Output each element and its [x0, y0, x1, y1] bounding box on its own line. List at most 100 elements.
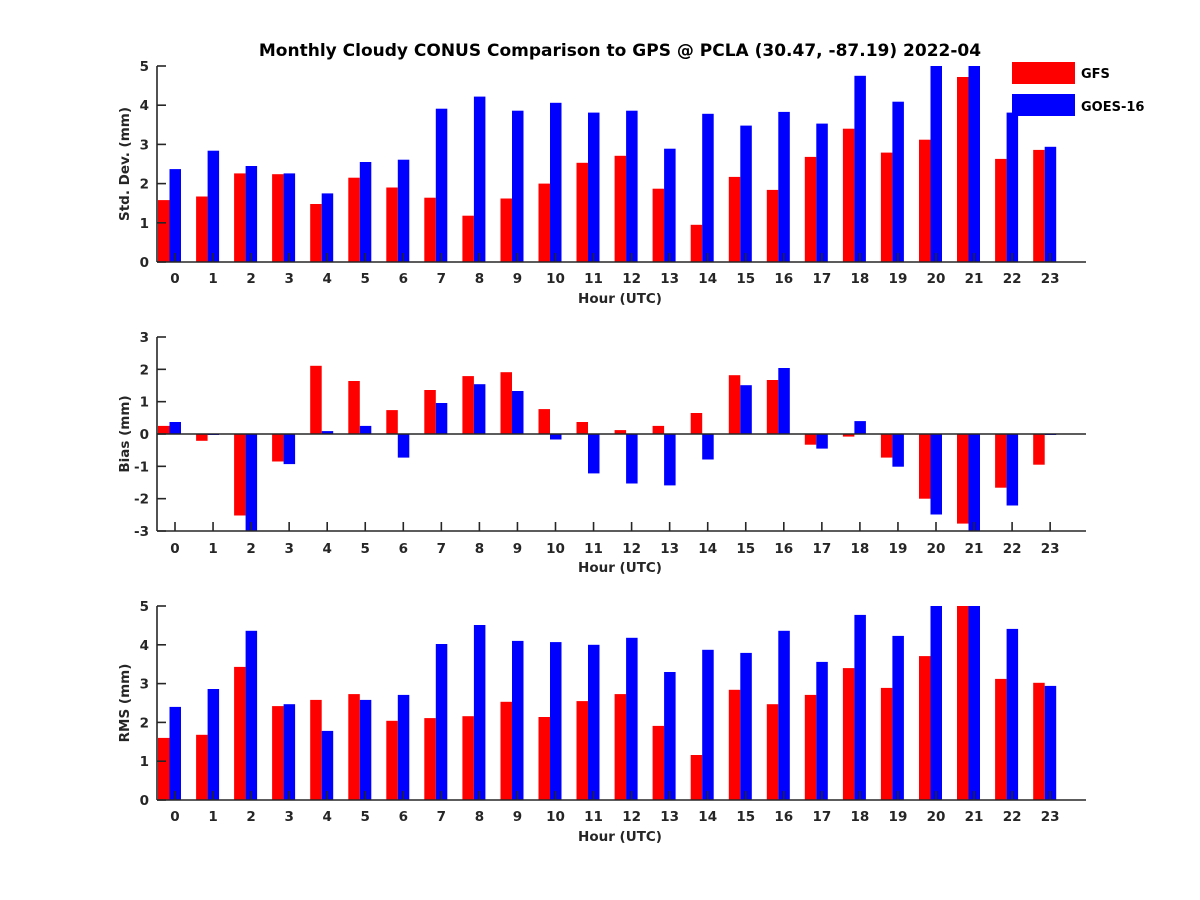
x-tick-label-rms: 17: [812, 809, 831, 825]
x-tick-label-bias: 5: [361, 541, 370, 557]
bars-bias: [158, 365, 1057, 531]
bar-bias-goes16-hour-19: [892, 434, 904, 467]
bar-stddev-gfs-hour-21: [957, 77, 969, 262]
bar-stddev-goes16-hour-14: [702, 113, 714, 262]
bar-stddev-gfs-hour-6: [386, 187, 398, 262]
y-tick-label-stddev: 1: [140, 216, 149, 232]
bar-stddev-goes16-hour-23: [1044, 146, 1057, 262]
bar-rms-goes16-hour-4: [321, 730, 334, 800]
x-tick-label-stddev: 4: [322, 271, 331, 287]
bar-stddev-goes16-hour-5: [359, 162, 372, 262]
y-tick-label-stddev: 0: [140, 255, 149, 271]
bar-rms-gfs-hour-21: [957, 606, 969, 800]
x-tick-label-bias: 16: [774, 541, 793, 557]
x-tick-label-stddev: 19: [889, 271, 908, 287]
bar-rms-goes16-hour-0: [169, 706, 181, 800]
bar-rms-gfs-hour-23: [1033, 682, 1045, 800]
x-tick-label-bias: 2: [246, 541, 255, 557]
x-tick-label-rms: 13: [660, 809, 679, 825]
x-tick-label-stddev: 6: [399, 271, 408, 287]
x-tick-label-stddev: 22: [1003, 271, 1022, 287]
x-axis-label-rms: Hour (UTC): [578, 829, 662, 845]
x-tick-label-rms: 5: [361, 809, 370, 825]
bar-bias-gfs-hour-8: [462, 376, 474, 434]
bar-rms-goes16-hour-7: [435, 644, 448, 800]
bar-bias-goes16-hour-5: [359, 425, 372, 434]
x-tick-label-stddev: 8: [475, 271, 484, 287]
x-tick-label-stddev: 7: [437, 271, 446, 287]
bars-rms: [158, 606, 1057, 800]
x-tick-label-stddev: 13: [660, 271, 679, 287]
bar-rms-gfs-hour-19: [880, 687, 893, 800]
x-tick-label-rms: 4: [322, 809, 331, 825]
bar-rms-goes16-hour-15: [740, 652, 752, 800]
x-tick-label-rms: 3: [284, 809, 293, 825]
bar-rms-goes16-hour-20: [930, 606, 942, 800]
bar-bias-gfs-hour-11: [576, 422, 588, 434]
x-tick-label-rms: 14: [698, 809, 717, 825]
x-tick-label-bias: 21: [965, 541, 984, 557]
bar-bias-gfs-hour-12: [614, 430, 627, 434]
y-tick-label-bias: 3: [140, 330, 149, 346]
bar-stddev-gfs-hour-9: [500, 198, 512, 262]
x-tick-label-bias: 12: [622, 541, 641, 557]
bar-bias-goes16-hour-18: [854, 421, 866, 434]
x-tick-label-bias: 8: [475, 541, 484, 557]
y-tick-label-stddev: 5: [140, 59, 149, 75]
bar-rms-goes16-hour-16: [778, 630, 790, 800]
bar-bias-goes16-hour-17: [816, 434, 828, 449]
y-tick-label-rms: 4: [140, 638, 149, 654]
bar-bias-gfs-hour-3: [272, 434, 284, 462]
x-tick-label-stddev: 3: [284, 271, 293, 287]
legend-label-goes16: GOES-16: [1081, 100, 1144, 115]
bar-bias-goes16-hour-20: [930, 434, 942, 515]
x-tick-label-stddev: 14: [698, 271, 717, 287]
bar-stddev-gfs-hour-16: [766, 189, 779, 262]
bar-stddev-gfs-hour-14: [690, 224, 703, 262]
bar-rms-gfs-hour-3: [272, 706, 284, 800]
bar-rms-gfs-hour-18: [842, 668, 855, 800]
x-tick-label-stddev: 23: [1041, 271, 1060, 287]
bar-bias-goes16-hour-4: [321, 431, 334, 434]
bar-bias-gfs-hour-13: [652, 425, 665, 434]
bar-rms-gfs-hour-13: [652, 725, 665, 800]
bar-stddev-gfs-hour-11: [576, 162, 588, 262]
bar-stddev-goes16-hour-21: [968, 66, 980, 262]
bar-bias-gfs-hour-4: [310, 365, 322, 434]
x-tick-label-rms: 22: [1003, 809, 1022, 825]
y-tick-label-bias: -3: [134, 524, 149, 540]
bar-rms-gfs-hour-8: [462, 716, 474, 800]
bar-stddev-goes16-hour-22: [1006, 112, 1019, 262]
bar-rms-goes16-hour-11: [588, 644, 600, 800]
y-tick-label-bias: -1: [134, 459, 149, 475]
x-tick-label-stddev: 2: [246, 271, 255, 287]
bar-rms-gfs-hour-2: [234, 666, 246, 800]
bar-bias-gfs-hour-1: [196, 434, 208, 441]
y-tick-label-rms: 3: [140, 677, 149, 693]
x-tick-label-stddev: 0: [170, 271, 179, 287]
x-tick-label-bias: 23: [1041, 541, 1060, 557]
bar-bias-goes16-hour-14: [702, 434, 714, 460]
bar-rms-gfs-hour-4: [310, 699, 322, 800]
x-tick-label-rms: 0: [170, 809, 179, 825]
bar-stddev-goes16-hour-2: [245, 166, 258, 262]
x-tick-label-bias: 18: [851, 541, 870, 557]
x-tick-label-rms: 10: [546, 809, 565, 825]
bar-rms-goes16-hour-3: [283, 704, 296, 800]
bar-stddev-goes16-hour-13: [664, 148, 676, 262]
bar-stddev-goes16-hour-16: [778, 111, 790, 263]
bar-bias-gfs-hour-2: [234, 434, 246, 516]
bar-bias-gfs-hour-10: [538, 409, 550, 434]
bar-stddev-goes16-hour-3: [283, 173, 296, 262]
bar-stddev-goes16-hour-15: [740, 125, 752, 262]
bar-rms-goes16-hour-9: [512, 640, 524, 800]
bar-rms-gfs-hour-16: [766, 704, 779, 800]
bar-bias-goes16-hour-10: [550, 434, 562, 440]
x-tick-label-rms: 15: [736, 809, 755, 825]
bar-stddev-goes16-hour-6: [397, 159, 410, 262]
y-tick-label-rms: 0: [140, 793, 149, 809]
bar-bias-gfs-hour-9: [500, 372, 512, 434]
y-tick-label-bias: -2: [134, 492, 149, 508]
x-tick-label-rms: 12: [622, 809, 641, 825]
legend-swatch-goes16: [1012, 94, 1075, 116]
